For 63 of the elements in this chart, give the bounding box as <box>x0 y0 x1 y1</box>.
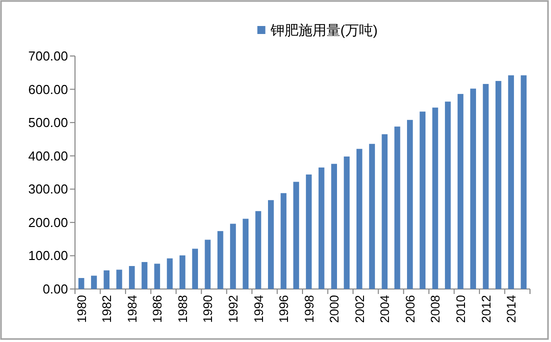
bar <box>154 264 160 289</box>
x-tick-label: 1992 <box>226 294 240 323</box>
bar <box>432 108 438 289</box>
bar <box>470 88 476 289</box>
y-tick-label: 100.00 <box>28 248 68 264</box>
bar <box>407 120 413 289</box>
y-tick-label: 300.00 <box>28 182 68 197</box>
y-tick-label: 200.00 <box>28 214 68 230</box>
bar <box>356 148 362 289</box>
bar <box>394 126 400 289</box>
bar <box>242 218 249 289</box>
bar <box>458 94 464 289</box>
bar <box>104 270 110 289</box>
legend-label: 钾肥施用量(万吨) <box>269 22 378 38</box>
bar <box>204 240 211 289</box>
bar <box>91 276 97 289</box>
bar <box>331 164 338 289</box>
bar <box>369 144 375 289</box>
bar <box>192 248 198 289</box>
x-tick-label: 2014 <box>504 294 519 323</box>
x-tick-label: 1994 <box>252 294 266 323</box>
x-tick-label: 1986 <box>150 294 165 323</box>
bar <box>217 231 224 289</box>
bar <box>230 224 236 289</box>
x-tick-label: 2012 <box>479 294 494 323</box>
x-tick-label: 1988 <box>176 294 190 323</box>
bar <box>306 174 312 289</box>
bar <box>128 266 135 289</box>
x-tick-label: 1980 <box>74 294 89 323</box>
bar <box>495 80 502 289</box>
bar <box>180 255 186 289</box>
x-tick-label: 2006 <box>403 294 418 323</box>
x-tick-label: 2000 <box>328 294 342 323</box>
bar <box>293 182 300 289</box>
bar <box>116 270 122 289</box>
y-tick-label: 400.00 <box>28 148 68 164</box>
x-tick-label: 1998 <box>302 294 316 323</box>
bar <box>444 102 451 289</box>
x-tick-label: 1982 <box>100 294 114 323</box>
bar <box>280 193 286 289</box>
bar <box>255 211 262 289</box>
y-tick-label: 500.00 <box>28 115 68 130</box>
bar <box>142 262 148 289</box>
x-tick-label: 2008 <box>428 294 443 323</box>
y-tick-label: 0.00 <box>42 282 68 296</box>
bar <box>344 156 350 289</box>
bar <box>482 84 489 289</box>
bar <box>318 168 324 289</box>
y-tick-label: 700.00 <box>28 48 68 64</box>
bar <box>78 278 84 289</box>
bar <box>166 258 173 289</box>
x-tick-label: 1990 <box>201 294 216 323</box>
bar <box>268 200 274 289</box>
bar <box>382 134 388 289</box>
x-tick-label: 2010 <box>454 294 468 323</box>
x-tick-label: 2002 <box>352 294 367 323</box>
bar <box>520 75 527 289</box>
x-tick-label: 2004 <box>378 294 392 323</box>
x-tick-label: 1996 <box>277 294 292 323</box>
y-tick-label: 600.00 <box>28 82 68 97</box>
bar <box>508 75 514 289</box>
x-tick-label: 1984 <box>125 294 140 323</box>
bar <box>420 112 426 289</box>
